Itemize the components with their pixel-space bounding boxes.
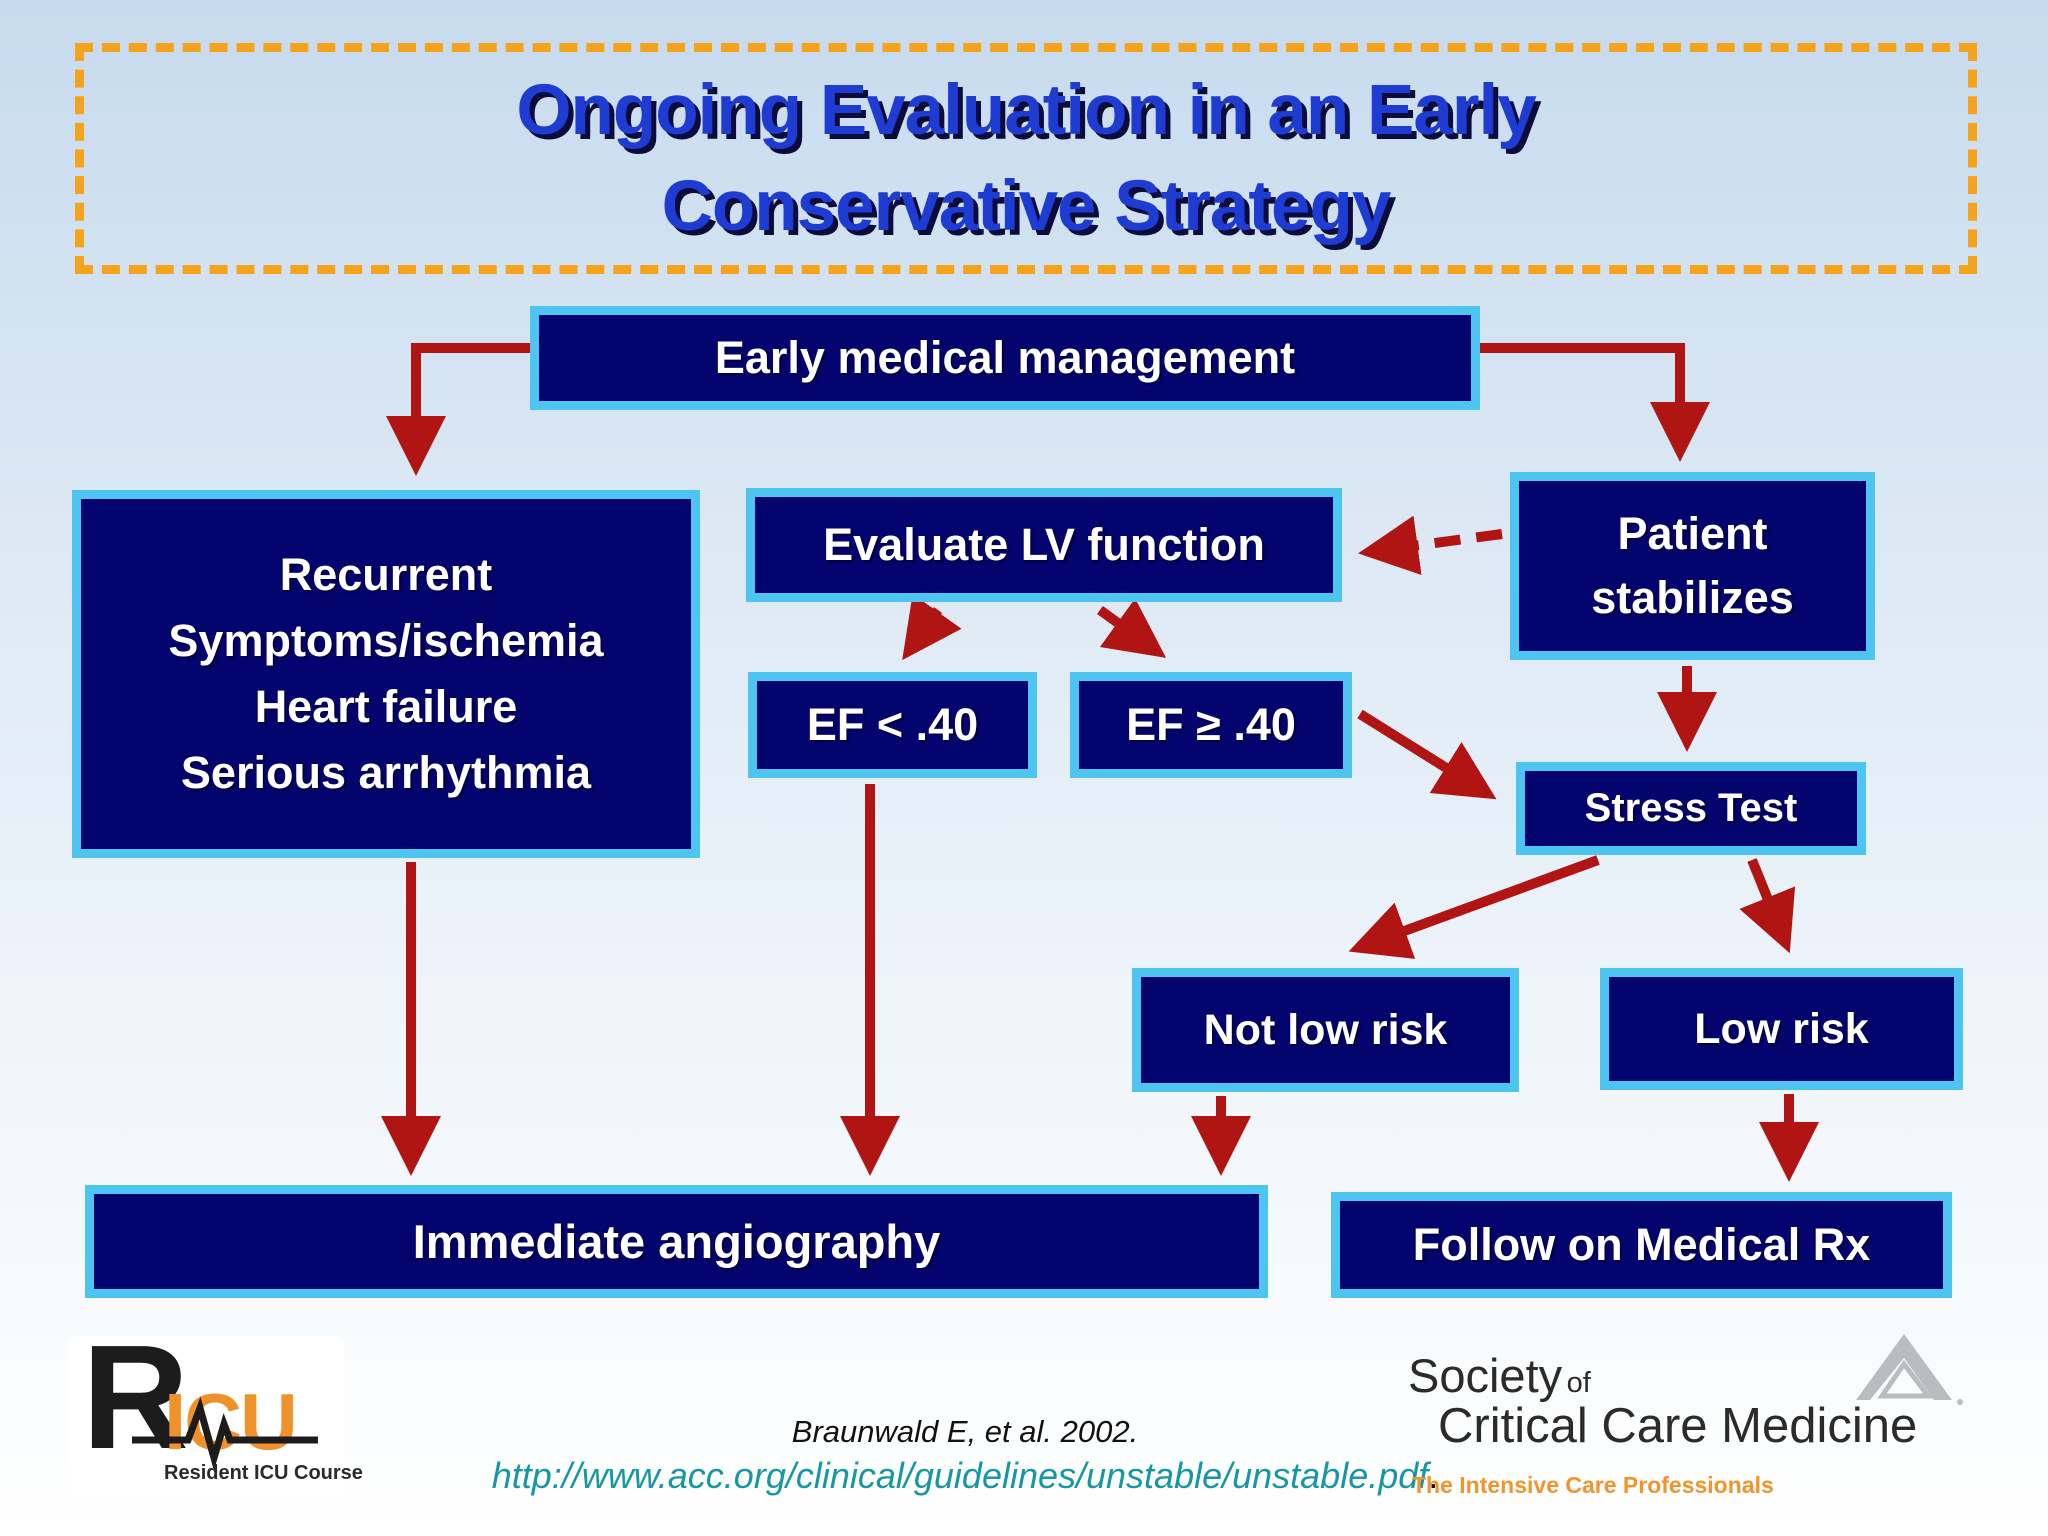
sccm-of-text: of bbox=[1566, 1367, 1591, 1399]
node-label-line: Symptoms/ischemia bbox=[168, 615, 604, 666]
node-label: Evaluate LV function bbox=[823, 519, 1265, 570]
arrow-stress-to-low-risk bbox=[1739, 858, 1796, 954]
arrow-patient-to-evaluate-dashed bbox=[1358, 515, 1503, 576]
slide-title-line2: Conservative Strategy bbox=[661, 166, 1392, 246]
citation-url[interactable]: http://www.acc.org/clinical/guidelines/u… bbox=[491, 1455, 1429, 1496]
citation-url-period: . bbox=[1428, 1455, 1439, 1496]
arrow-stress-to-not-low-risk bbox=[1348, 855, 1600, 959]
node-label: Low risk bbox=[1694, 1004, 1869, 1053]
title-frame: Ongoing Evaluation in an Early Conservat… bbox=[75, 43, 1977, 274]
ricu-logo: R ICU Resident ICU Course bbox=[68, 1324, 363, 1500]
node-label: EF < .40 bbox=[806, 699, 979, 750]
citation-text: Braunwald E, et al. 2002. bbox=[791, 1414, 1139, 1449]
sccm-tagline-text: The Intensive Care Professionals bbox=[1412, 1472, 1774, 1498]
sccm-society-line: Society of bbox=[1408, 1348, 1591, 1403]
sccm-society-text: Society bbox=[1408, 1349, 1563, 1402]
node-early-medical-management: Early medical management bbox=[530, 306, 1480, 410]
arrow-evaluate-to-ef-low bbox=[902, 593, 962, 661]
node-not-low-risk: Not low risk bbox=[1132, 968, 1519, 1092]
node-ef-less-than-40: EF < .40 bbox=[748, 672, 1037, 778]
node-label-line: stabilizes bbox=[1591, 572, 1794, 623]
arrow-ef-high-to-stress bbox=[1357, 709, 1497, 800]
arrow-evaluate-to-ef-high bbox=[1097, 598, 1167, 658]
node-label-line: Serious arrhythmia bbox=[180, 747, 592, 798]
node-label-line: Recurrent bbox=[279, 549, 493, 600]
ricu-logo-icu: ICU bbox=[164, 1377, 298, 1466]
node-immediate-angiography: Immediate angiography bbox=[85, 1185, 1268, 1298]
citation-url-line: http://www.acc.org/clinical/guidelines/u… bbox=[420, 1452, 1510, 1500]
ricu-logo-caption: Resident ICU Course bbox=[164, 1462, 363, 1484]
node-label: Not low risk bbox=[1203, 1005, 1448, 1054]
node-label: Immediate angiography bbox=[412, 1215, 941, 1268]
ekg-trace-icon bbox=[132, 1396, 318, 1471]
node-label: EF ≥ .40 bbox=[1126, 699, 1296, 750]
node-low-risk: Low risk bbox=[1600, 968, 1963, 1090]
node-patient-stabilizes: Patient stabilizes bbox=[1510, 472, 1875, 660]
arrow-early-to-patient bbox=[1478, 343, 1710, 462]
ricu-logo-r: R bbox=[82, 1315, 189, 1480]
sccm-triangle-icon bbox=[1856, 1334, 1963, 1405]
sccm-name-text: Critical Care Medicine bbox=[1438, 1399, 1918, 1453]
slide-title-line1: Ongoing Evaluation in an Early bbox=[516, 70, 1536, 150]
node-label: Stress Test bbox=[1584, 786, 1798, 830]
node-evaluate-lv-function: Evaluate LV function bbox=[746, 488, 1342, 602]
node-label-line: Patient bbox=[1617, 508, 1768, 559]
node-ef-greater-equal-40: EF ≥ .40 bbox=[1070, 672, 1352, 778]
node-label-line: Heart failure bbox=[254, 681, 518, 732]
node-label: Follow on Medical Rx bbox=[1412, 1219, 1871, 1270]
arrow-early-to-recurrent bbox=[386, 343, 532, 476]
node-label: Early medical management bbox=[714, 332, 1296, 383]
node-stress-test: Stress Test bbox=[1516, 762, 1866, 855]
citation-block: Braunwald E, et al. 2002. http://www.acc… bbox=[420, 1412, 1510, 1500]
node-follow-on-medical-rx: Follow on Medical Rx bbox=[1331, 1192, 1952, 1298]
node-recurrent-symptoms: Recurrent Symptoms/ischemia Heart failur… bbox=[72, 490, 700, 858]
